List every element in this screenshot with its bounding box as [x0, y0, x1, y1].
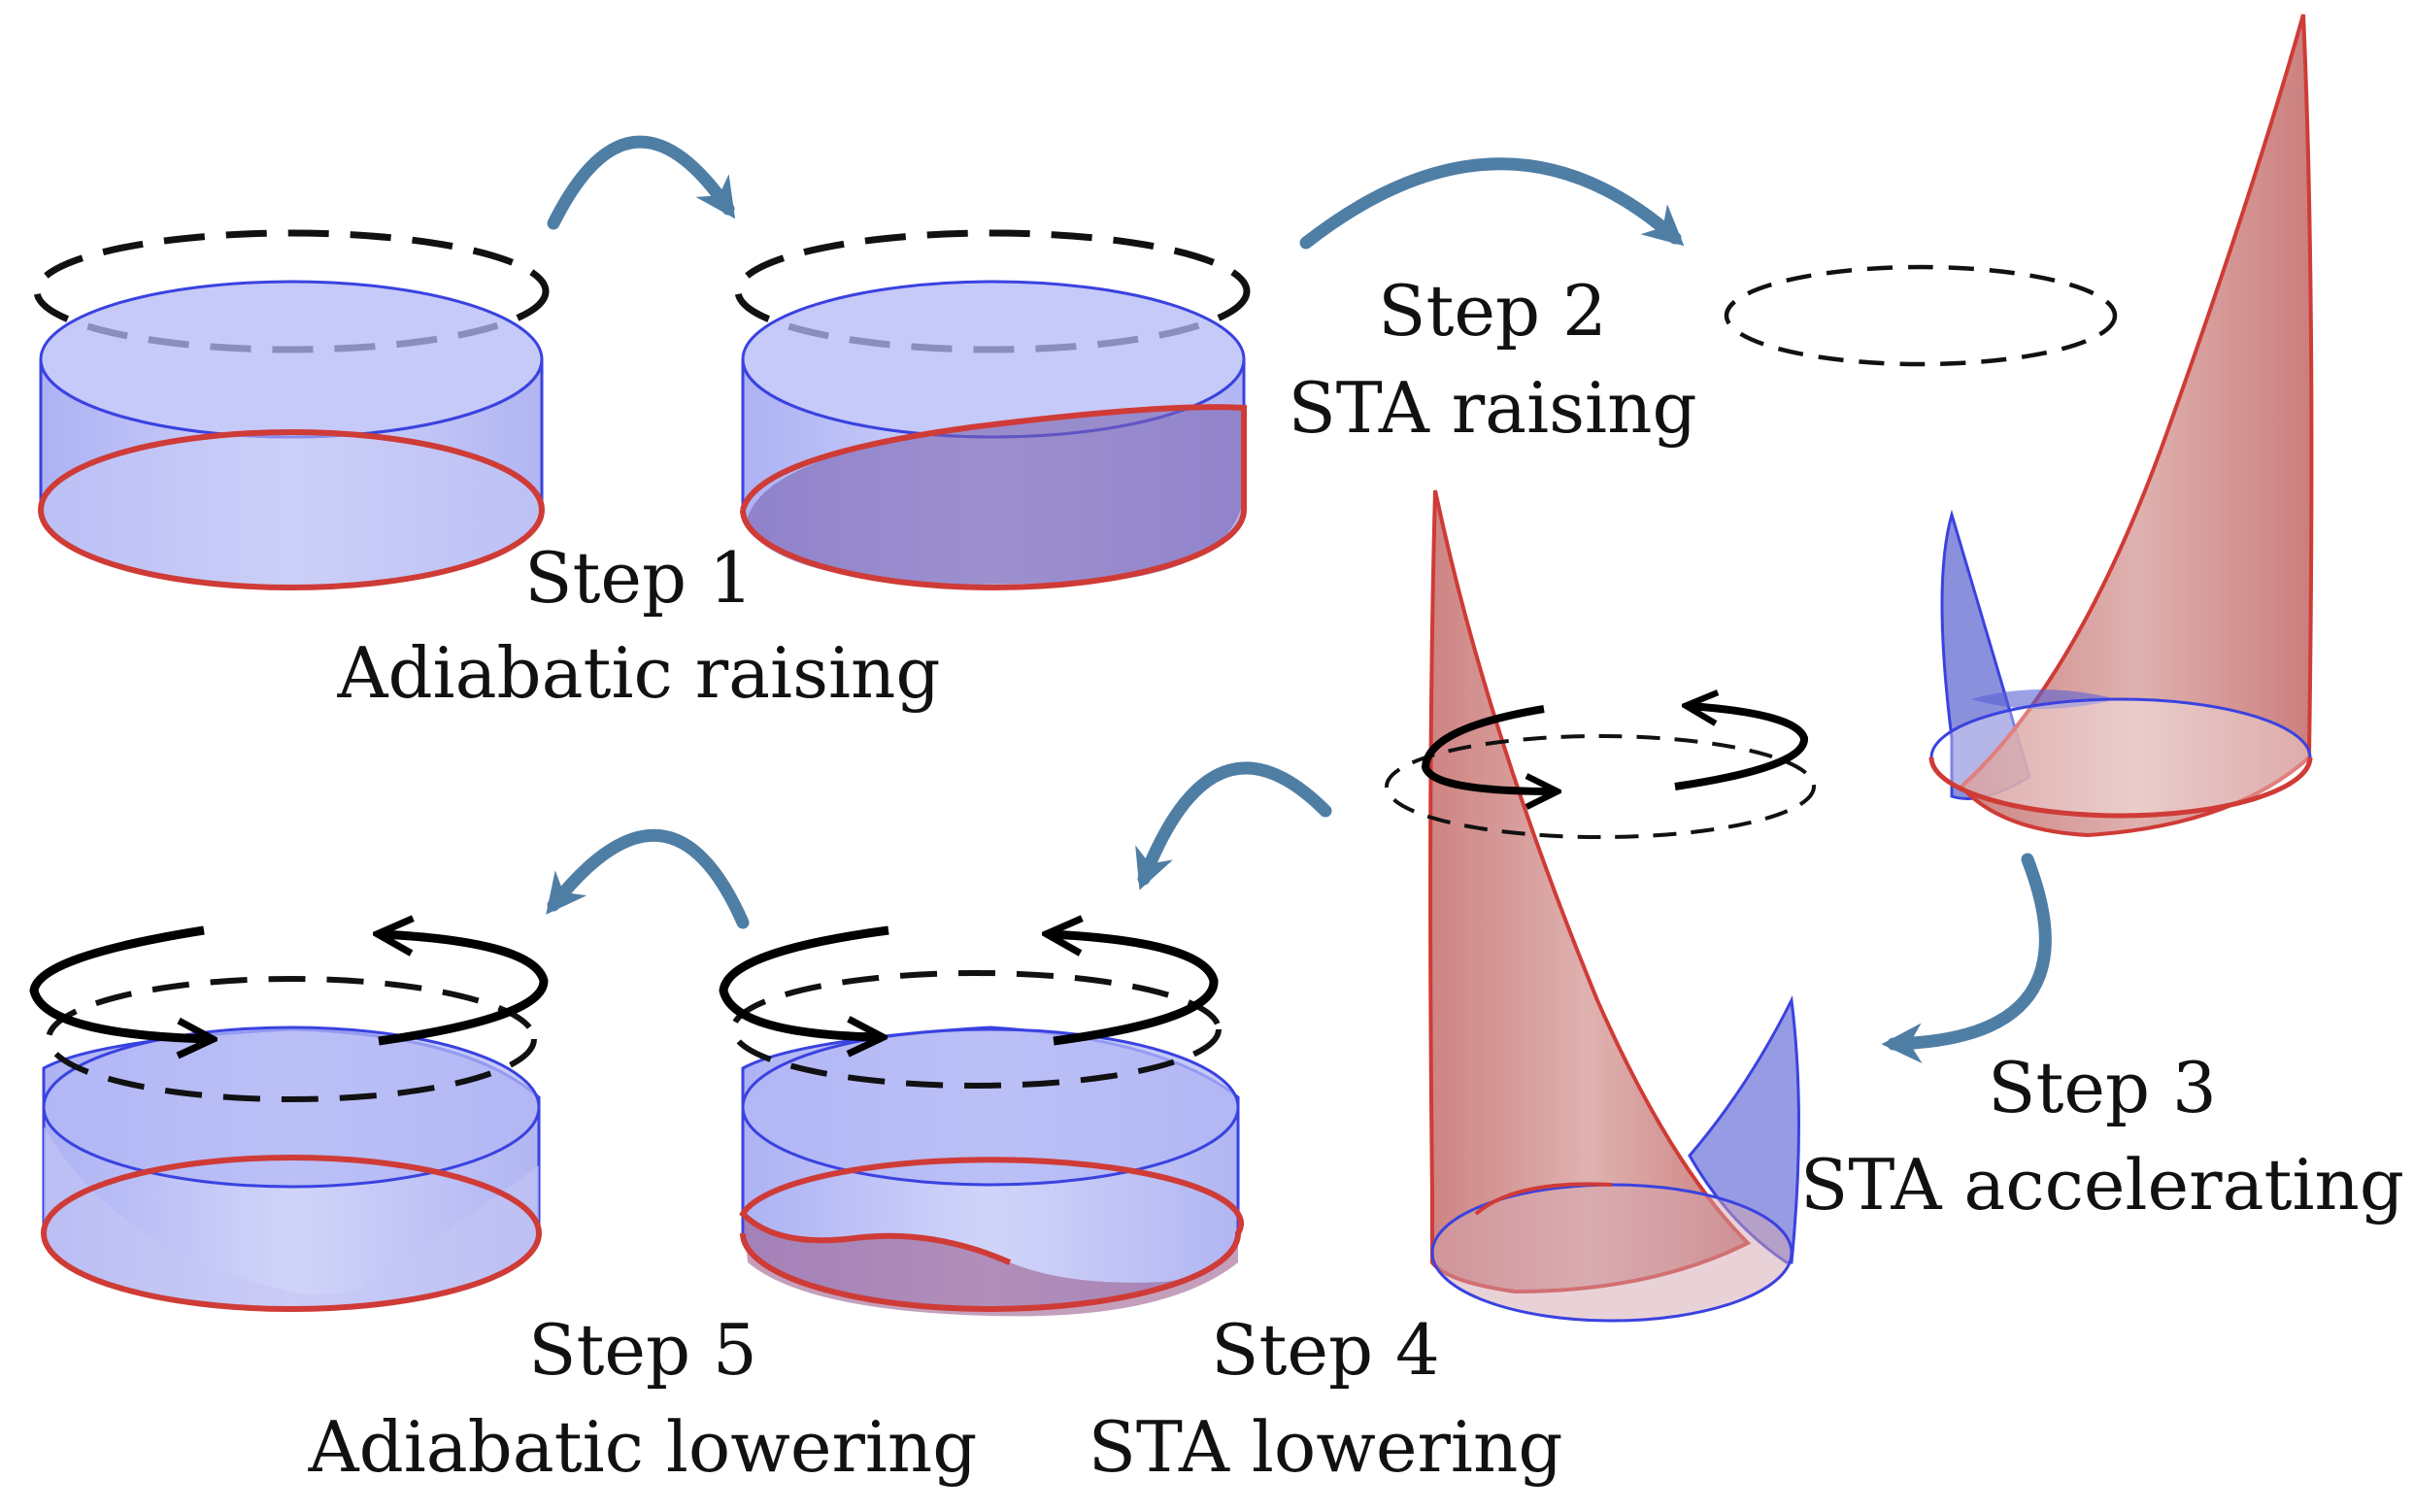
stage-5-cylinder: [719, 925, 1244, 1317]
rotation-arrow-icon: [1674, 706, 1808, 790]
step-5-label: Step 5 Adiabatic lowering: [308, 1309, 978, 1488]
step-arrow-icon: [547, 135, 736, 230]
rotation-arrow-icon: [379, 934, 549, 1046]
rotation-arrow-icon: [719, 925, 889, 1037]
step-2-subtitle: STA raising: [1288, 367, 1696, 449]
twisted-band: [746, 407, 1244, 585]
red-sheet: [1959, 14, 2314, 838]
cylinder-bottom-rim: [740, 404, 1247, 590]
blue-inner: [1971, 689, 2117, 709]
cylinder-top: [741, 1027, 1240, 1187]
step-1-label: Step 1 Adiabatic raising: [336, 537, 940, 714]
cylinder-bottom-rim: [739, 1157, 1244, 1312]
stage-4-cone: [1385, 489, 1816, 1323]
rotation-arrow-icon: [1421, 705, 1554, 791]
stage-2-cylinder: [734, 229, 1251, 590]
rotation-arrow-icon: [29, 925, 209, 1039]
cylinder-band: [44, 1126, 539, 1309]
dashed-ring-icon: [730, 970, 1222, 1089]
cylinder-top: [42, 1025, 541, 1189]
cylinder-bottom-rim: [41, 1155, 542, 1312]
step-2-title: Step 2: [1378, 270, 1607, 352]
rotation-arrow-icon: [1051, 934, 1219, 1046]
step-1-subtitle: Adiabatic raising: [336, 632, 940, 714]
stage-6-cylinder: [29, 925, 549, 1312]
cone-base-rim: [1474, 1182, 1613, 1216]
cylinder-top: [39, 280, 544, 439]
step-4-subtitle: STA lowering: [1089, 1406, 1563, 1488]
step-3-subtitle: STA accelerating: [1800, 1144, 2404, 1226]
step-arrow-icon: [1135, 761, 1332, 890]
step-arrow-icon: [546, 828, 750, 929]
cylinder-bottom-rim: [38, 429, 545, 590]
step-1-title: Step 1: [524, 537, 754, 619]
step-3-label: Step 3 STA accelerating: [1800, 1047, 2404, 1226]
stage-3-cone: [1724, 14, 2314, 838]
cone-base-rim: [1928, 756, 2313, 819]
step-5-title: Step 5: [528, 1309, 757, 1391]
step-arrow-icon: [1299, 157, 1685, 250]
step-3-title: Step 3: [1988, 1047, 2217, 1128]
step-4-title: Step 4: [1211, 1309, 1440, 1391]
step-2-label: Step 2 STA raising: [1288, 270, 1696, 449]
step-5-subtitle: Adiabatic lowering: [308, 1406, 978, 1488]
stage-1-cylinder: [33, 229, 550, 590]
dashed-ring-icon: [46, 976, 537, 1102]
dashed-ring-icon: [1385, 734, 1816, 839]
step-arrow-icon: [1881, 853, 2052, 1064]
dashed-ring-icon: [1724, 264, 2118, 367]
step-4-label: Step 4 STA lowering: [1089, 1309, 1563, 1488]
